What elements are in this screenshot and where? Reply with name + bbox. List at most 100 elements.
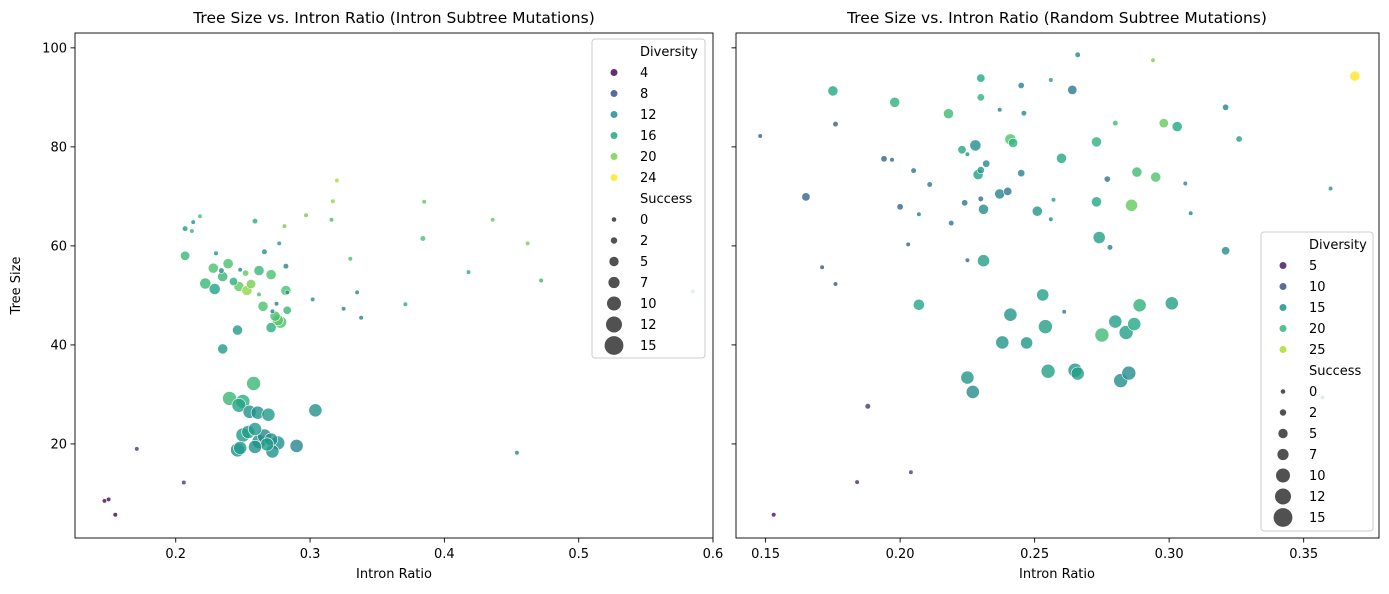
left-legend: Diversity 4 8 12 16 20 24 Success 0 2 5 7 10 12 15 <box>591 38 706 359</box>
data-point <box>908 469 914 475</box>
legend-hue-marker <box>1279 283 1287 290</box>
data-point <box>1127 317 1142 331</box>
legend-hue-title: Diversity <box>640 45 698 60</box>
data-point <box>222 258 234 270</box>
data-point <box>1020 336 1033 350</box>
legend-hue-label: 15 <box>1309 301 1326 316</box>
data-point <box>757 133 763 139</box>
legend-hue-marker <box>1279 346 1287 353</box>
data-point <box>303 212 309 218</box>
data-point <box>341 306 347 312</box>
data-point <box>1327 185 1334 192</box>
legend-size-label: 7 <box>1309 448 1317 463</box>
data-point <box>207 262 219 274</box>
x-tick-label: 0.30 <box>1155 547 1184 562</box>
legend-size-marker <box>606 316 622 333</box>
data-point <box>246 376 261 391</box>
legend-hue-label: 20 <box>640 150 657 165</box>
legend-size-label: 7 <box>640 276 648 291</box>
data-point <box>524 240 531 246</box>
data-point <box>233 440 248 455</box>
left-legend-frame <box>591 38 706 359</box>
data-point <box>961 199 969 207</box>
data-point <box>948 220 955 227</box>
legend-size-label: 5 <box>1309 427 1317 442</box>
data-point <box>358 315 364 321</box>
data-point <box>889 157 895 163</box>
data-point <box>896 203 904 211</box>
data-point <box>231 397 247 413</box>
data-point <box>1031 205 1043 217</box>
data-point <box>465 269 472 275</box>
left-x-axis-label: Intron Ratio <box>356 567 432 582</box>
legend-size-marker <box>1276 468 1290 483</box>
legend-size-title: Success <box>1309 364 1362 379</box>
legend-hue-marker <box>610 132 618 139</box>
legend-hue-label: 24 <box>640 171 657 186</box>
data-point <box>289 438 304 453</box>
y-tick-label: 80 <box>50 140 67 155</box>
legend-hue-label: 20 <box>1309 322 1326 337</box>
data-point <box>265 322 277 333</box>
data-point <box>771 512 777 518</box>
data-point <box>995 335 1010 350</box>
left-points-layer <box>101 177 696 518</box>
data-point <box>242 269 250 277</box>
legend-size-marker <box>1277 448 1289 461</box>
data-point <box>1091 196 1102 208</box>
x-tick-label: 0.15 <box>751 547 780 562</box>
data-point <box>1091 136 1102 148</box>
data-point <box>265 269 277 280</box>
legend-hue-label: 10 <box>1309 280 1326 295</box>
data-point <box>854 479 860 485</box>
data-point <box>976 73 986 83</box>
right-x-axis-label: Intron Ratio <box>1019 567 1095 582</box>
data-point <box>514 450 520 456</box>
x-tick-label: 0.6 <box>703 547 724 562</box>
data-point <box>832 120 839 128</box>
data-point <box>1108 314 1123 329</box>
data-point <box>273 301 280 307</box>
x-tick-label: 0.2 <box>165 547 186 562</box>
legend-hue-marker <box>610 153 618 160</box>
right-points-layer <box>757 51 1361 518</box>
data-point <box>1092 231 1106 244</box>
x-tick-label: 0.5 <box>568 547 589 562</box>
data-point <box>330 198 336 204</box>
legend-hue-label: 8 <box>640 87 648 102</box>
y-tick-label: 60 <box>50 239 67 254</box>
data-point <box>229 276 239 286</box>
data-point <box>910 167 917 174</box>
data-point <box>208 283 221 295</box>
legend-size-marker <box>1273 508 1293 527</box>
data-point <box>864 403 871 410</box>
data-point <box>905 241 911 247</box>
data-point <box>976 93 985 102</box>
x-tick-label: 0.3 <box>300 547 321 562</box>
data-point <box>257 300 269 312</box>
data-point <box>1164 296 1179 311</box>
legend-size-label: 10 <box>640 297 657 312</box>
data-point <box>328 217 335 223</box>
data-point <box>1349 70 1361 82</box>
legend-size-marker <box>1280 389 1286 394</box>
data-point <box>284 289 290 296</box>
left-plot-frame <box>74 32 714 539</box>
data-point <box>1106 244 1114 251</box>
data-point <box>1125 198 1138 212</box>
data-point <box>832 281 839 287</box>
data-point <box>916 211 922 217</box>
data-point <box>190 219 196 225</box>
legend-hue-label: 25 <box>1309 343 1326 358</box>
data-point <box>978 203 989 215</box>
legend-hue-label: 16 <box>640 129 657 144</box>
legend-size-label: 2 <box>1309 406 1317 421</box>
data-point <box>213 250 219 256</box>
data-point <box>189 228 195 234</box>
left-y-axis-label: Tree Size <box>9 257 24 316</box>
data-point <box>248 422 262 436</box>
data-point <box>261 407 276 422</box>
legend-size-label: 12 <box>640 318 657 333</box>
data-point <box>965 384 980 399</box>
